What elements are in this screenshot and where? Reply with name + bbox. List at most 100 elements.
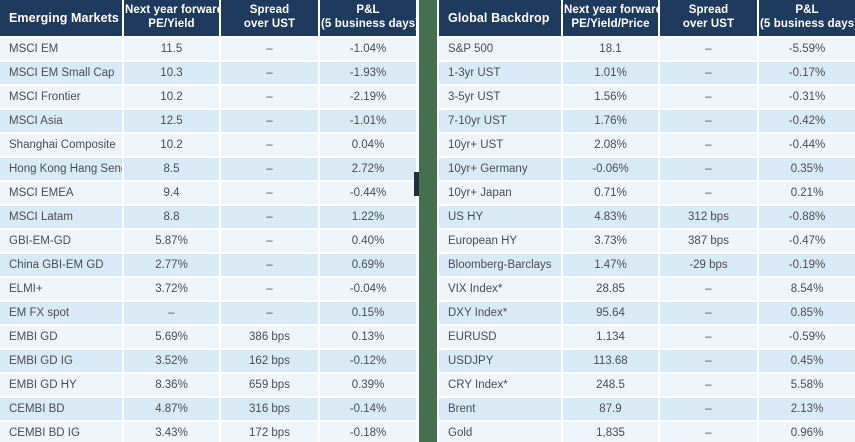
spread-cell: – <box>220 61 320 86</box>
row-label-cell: Gold <box>439 421 563 442</box>
pnl-cell: -0.88% <box>758 205 855 230</box>
table-title: Global Backdrop <box>439 0 563 38</box>
spread-cell: – <box>659 397 759 422</box>
row-label-cell: MSCI EMEA <box>0 181 124 206</box>
forward-value-cell: 3.72% <box>123 277 221 302</box>
table-row: 10yr+ Japan 0.71% –0.21% <box>439 181 855 206</box>
pnl-cell: -1.01% <box>319 109 416 134</box>
pnl-cell: 0.96% <box>758 421 855 442</box>
col-header-line: P&L <box>795 4 819 17</box>
row-label-cell: European HY <box>439 229 563 254</box>
forward-value-cell: 4.87% <box>123 397 221 422</box>
forward-value-cell: 1.134 <box>562 325 660 350</box>
col-header-line: (5 business days) <box>760 18 855 30</box>
row-label-cell: US HY <box>439 205 563 230</box>
forward-value-cell: 8.5 <box>123 157 221 182</box>
row-label-cell: EURUSD <box>439 325 563 350</box>
global-backdrop-panel: Global Backdrop Next year forward PE/Yie… <box>439 0 855 442</box>
spread-cell: – <box>220 229 320 254</box>
forward-value-cell: 3.52% <box>123 349 221 374</box>
forward-value-cell: 5.69% <box>123 325 221 350</box>
forward-value-cell: 0.71% <box>562 181 660 206</box>
pnl-cell: 0.13% <box>319 325 416 350</box>
col-header-line: Next year forward <box>564 4 659 17</box>
header-row: Emerging Markets Next year forward PE/Yi… <box>0 0 416 38</box>
row-label-cell: Brent <box>439 397 563 422</box>
forward-value-cell: 2.08% <box>562 133 660 158</box>
row-label-cell: EMBI GD HY <box>0 373 124 398</box>
row-label-cell: Bloomberg-Barclays <box>439 253 563 278</box>
table-row: CRY Index* 248.5–5.58% <box>439 373 855 398</box>
forward-value-cell: 8.8 <box>123 205 221 230</box>
forward-value-cell: 1,835 <box>562 421 660 442</box>
table-row: S&P 500 18.1– -5.59% <box>439 37 855 62</box>
pnl-cell: -0.18% <box>319 421 416 442</box>
spread-cell: – <box>659 157 759 182</box>
spread-cell: 387 bps <box>659 229 759 254</box>
spread-cell: – <box>659 61 759 86</box>
row-label-cell: CEMBI BD <box>0 397 124 422</box>
pnl-cell: 0.35% <box>758 157 855 182</box>
pnl-cell: -0.04% <box>319 277 416 302</box>
divider-notch <box>414 172 419 196</box>
col-header-line: Spread <box>688 4 729 17</box>
pnl-cell: 5.58% <box>758 373 855 398</box>
row-label-cell: 10yr+ Japan <box>439 181 563 206</box>
forward-value-cell: 5.87% <box>123 229 221 254</box>
forward-value-cell: 3.73% <box>562 229 660 254</box>
row-label-cell: 3-5yr UST <box>439 85 563 110</box>
table-row: MSCI EM 11.5– -1.04% <box>0 37 416 62</box>
col-header-spread: Spread over UST <box>220 0 320 38</box>
pnl-cell: 8.54% <box>758 277 855 302</box>
table-row: MSCI Latam 8.8–1.22% <box>0 205 416 230</box>
pnl-cell: 0.21% <box>758 181 855 206</box>
row-label-cell: 1-3yr UST <box>439 61 563 86</box>
pnl-cell: 1.22% <box>319 205 416 230</box>
forward-value-cell: 1.56% <box>562 85 660 110</box>
spread-cell: 312 bps <box>659 205 759 230</box>
spread-cell: – <box>220 157 320 182</box>
divider-bar <box>419 0 437 442</box>
pnl-cell: -0.59% <box>758 325 855 350</box>
col-header-pnl: P&L (5 business days) <box>319 0 416 38</box>
spread-cell: 659 bps <box>220 373 320 398</box>
row-label-cell: GBI-EM-GD <box>0 229 124 254</box>
col-header-line: PE/Yield/Price <box>571 18 650 30</box>
spread-cell: – <box>659 301 759 326</box>
spread-cell: – <box>220 37 320 62</box>
spread-cell: – <box>220 133 320 158</box>
forward-value-cell: 18.1 <box>562 37 660 62</box>
row-label-cell: China GBI-EM GD <box>0 253 124 278</box>
table-row: GBI-EM-GD 5.87% –0.40% <box>0 229 416 254</box>
forward-value-cell: 12.5 <box>123 109 221 134</box>
pnl-cell: -0.47% <box>758 229 855 254</box>
spread-cell: – <box>659 349 759 374</box>
pnl-cell: -2.19% <box>319 85 416 110</box>
table-row: MSCI Frontier 10.2– -2.19% <box>0 85 416 110</box>
pnl-cell: 0.39% <box>319 373 416 398</box>
row-label-cell: CEMBI BD IG <box>0 421 124 442</box>
table-row: 10yr+ Germany -0.06% –0.35% <box>439 157 855 182</box>
row-label-cell: Shanghai Composite <box>0 133 124 158</box>
pnl-cell: 0.04% <box>319 133 416 158</box>
spread-cell: – <box>659 325 759 350</box>
row-label-cell: USDJPY <box>439 349 563 374</box>
spread-cell: – <box>220 181 320 206</box>
forward-value-cell: 2.77% <box>123 253 221 278</box>
table-row: 1-3yr UST 1.01% – -0.17% <box>439 61 855 86</box>
spread-cell: – <box>220 301 320 326</box>
forward-value-cell: 4.83% <box>562 205 660 230</box>
spread-cell: – <box>220 253 320 278</box>
table-row: 7-10yr UST 1.76% – -0.42% <box>439 109 855 134</box>
pnl-cell: -0.44% <box>319 181 416 206</box>
forward-value-cell: 10.3 <box>123 61 221 86</box>
global-backdrop-table: Global Backdrop Next year forward PE/Yie… <box>439 0 855 442</box>
col-header-line: (5 business days) <box>321 18 416 30</box>
spread-cell: 162 bps <box>220 349 320 374</box>
pnl-cell: -0.44% <box>758 133 855 158</box>
row-label-cell: EMBI GD <box>0 325 124 350</box>
forward-value-cell: 8.36% <box>123 373 221 398</box>
col-header-pnl: P&L (5 business days) <box>758 0 855 38</box>
row-label-cell: MSCI EM <box>0 37 124 62</box>
table-title: Emerging Markets <box>0 0 124 38</box>
